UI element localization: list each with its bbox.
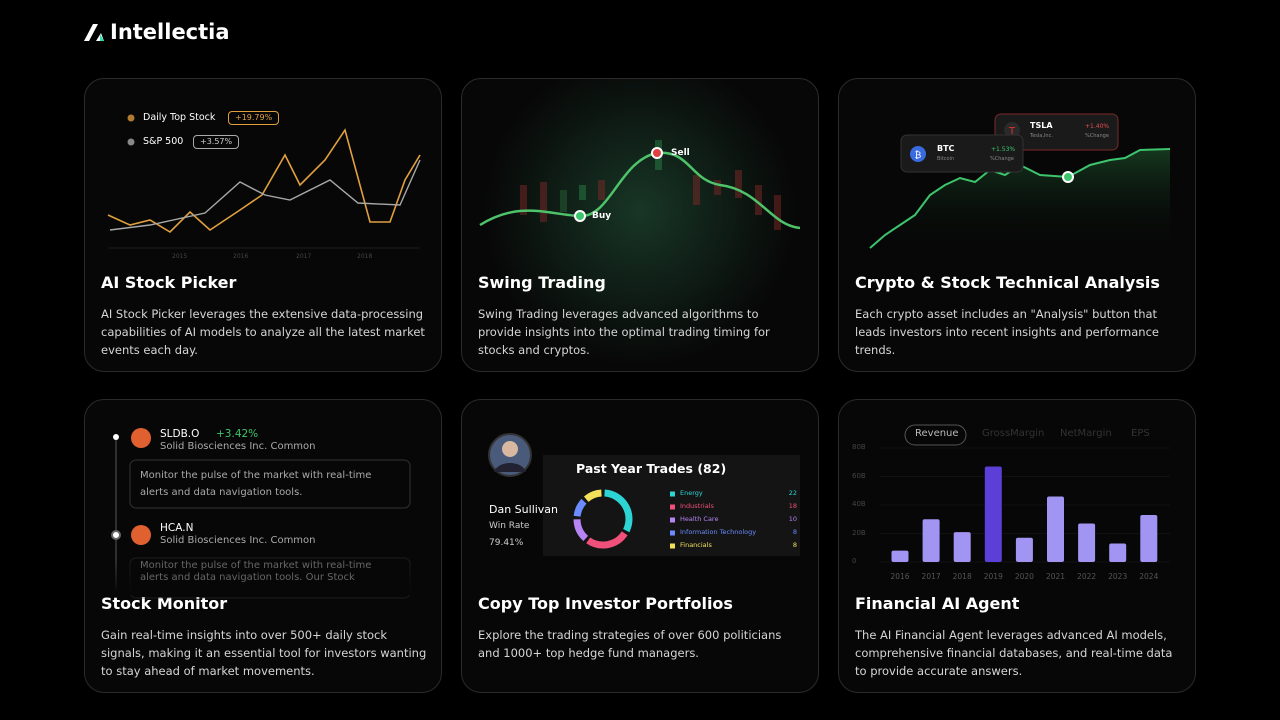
win-rate-label: Win Rate <box>489 521 530 531</box>
y-tick-label: 20B <box>852 528 866 537</box>
quote-company: Bitcoin <box>937 156 955 162</box>
quote-symbol: BTC <box>937 144 955 153</box>
logo <box>84 24 104 41</box>
y-tick-label: 60B <box>852 471 866 480</box>
card-title: Swing Trading <box>478 273 606 292</box>
sector-name: Health Care <box>680 515 719 523</box>
sector-name: Information Technology <box>680 528 757 536</box>
x-tick-label: 2022 <box>1077 572 1097 581</box>
quote-company: Tesla,Inc. <box>1030 133 1053 139</box>
year-label: 2015 <box>172 253 188 260</box>
alert-message: Monitor the pulse of the market with rea… <box>140 470 372 498</box>
card-description: The AI Financial Agent leverages advance… <box>855 628 1173 678</box>
badge: +19.79% <box>228 111 280 125</box>
tab-label: EPS <box>1131 428 1150 439</box>
card-title: Crypto & Stock Technical Analysis <box>855 273 1160 292</box>
alert-symbol: SLDB.O <box>160 428 200 440</box>
win-rate: 79.41% <box>489 538 524 548</box>
card-title: Stock Monitor <box>101 594 228 613</box>
card[interactable]: Swing Trading Swing Trading leverages adv… <box>461 78 819 372</box>
investor-name: Dan Sullivan <box>489 503 559 516</box>
quote-change-label: %Change <box>1085 133 1109 139</box>
legend-label: S&P 500 <box>143 136 184 147</box>
trades-title: Past Year Trades (82) <box>576 461 727 476</box>
year-label: 2016 <box>233 253 249 260</box>
badge: +3.57% <box>193 135 240 149</box>
x-tick-label: 2016 <box>890 572 910 581</box>
sector-count: 10 <box>788 515 797 523</box>
sector-count: 22 <box>788 489 797 497</box>
sector-count: 8 <box>792 528 797 536</box>
tab-label: GrossMargin <box>982 428 1045 439</box>
y-tick-label: 40B <box>852 500 866 508</box>
card[interactable]: Financial AI Agent The AI Financial Agent… <box>838 399 1196 693</box>
year-label: 2017 <box>296 253 312 260</box>
sector-name: Industrials <box>680 502 714 510</box>
quote-change-label: %Change <box>990 156 1014 162</box>
card-title: Copy Top Investor Portfolios <box>478 594 733 613</box>
x-tick-label: 2020 <box>1014 572 1034 581</box>
card-title: AI Stock Picker <box>101 273 237 292</box>
year-label: 2018 <box>357 253 373 260</box>
y-tick-label: 80B <box>852 443 866 451</box>
tab-label: NetMargin <box>1060 428 1112 439</box>
card-description: Gain real-time insights into over 500+ d… <box>101 628 427 678</box>
quote-change: +1.40% <box>1085 123 1110 130</box>
tab-label: Revenue <box>915 428 959 439</box>
sector-name: Financials <box>680 541 712 549</box>
card-description: AI Stock Picker leverages the extensive … <box>101 307 425 357</box>
card[interactable]: Crypto & Stock Technical Analysis Each cr… <box>838 78 1196 372</box>
sector-count: 18 <box>788 502 797 510</box>
quote-change: +1.53% <box>991 146 1016 153</box>
y-tick-label: 0 <box>852 557 857 565</box>
alert-company: Solid Biosciences Inc. Common <box>160 535 316 546</box>
buy-label: Buy <box>592 211 612 221</box>
x-tick-label: 2024 <box>1139 572 1159 581</box>
x-tick-label: 2018 <box>952 572 972 581</box>
sell-label: Sell <box>671 148 690 158</box>
x-tick-label: 2017 <box>921 572 941 581</box>
card-title: Financial AI Agent <box>855 594 1020 613</box>
x-tick-label: 2023 <box>1108 572 1128 581</box>
card-description: Swing Trading leverages advanced algorit… <box>478 307 770 357</box>
card-description: Explore the trading strategies of over 6… <box>478 628 782 660</box>
alert-company: Solid Biosciences Inc. Common <box>160 441 316 452</box>
alert-symbol: HCA.N <box>160 522 194 534</box>
x-tick-label: 2019 <box>983 572 1003 581</box>
alert-message: Monitor the pulse of the market with rea… <box>140 560 372 583</box>
quote-symbol: TSLA <box>1030 121 1053 130</box>
alert-change: +3.42% <box>216 428 259 440</box>
legend-label: Daily Top Stock <box>143 112 216 123</box>
sector-count: 8 <box>792 541 797 549</box>
card[interactable]: Stock Monitor Gain real-time insights int… <box>84 399 442 693</box>
sector-name: Energy <box>680 489 703 497</box>
x-tick-label: 2021 <box>1045 572 1066 581</box>
card-description: Each crypto asset includes an "Analysis"… <box>855 307 1159 357</box>
brand[interactable]: Intellectia <box>110 20 230 44</box>
